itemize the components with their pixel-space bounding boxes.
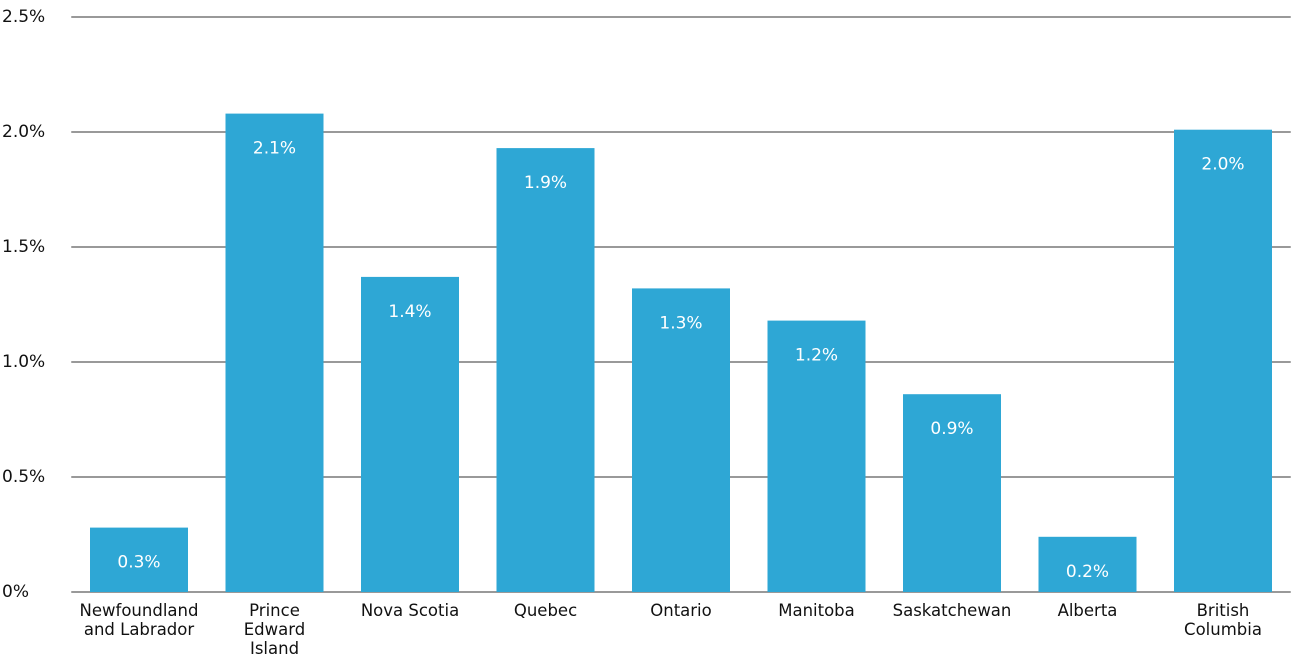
bar: [767, 320, 866, 592]
x-tick-label: British Columbia: [1184, 601, 1262, 639]
value-label: 1.9%: [524, 173, 567, 193]
x-tick-label: Ontario: [650, 601, 712, 620]
x-tick-label: Alberta: [1057, 601, 1118, 620]
y-tick-label: 1.0%: [2, 352, 45, 372]
value-label: 1.4%: [388, 302, 431, 322]
value-label: 0.2%: [1066, 562, 1109, 582]
bar: [903, 394, 1001, 592]
bar: [361, 276, 459, 592]
y-tick-label: 2.5%: [2, 7, 45, 27]
value-label: 2.1%: [253, 139, 296, 159]
bar: [632, 288, 730, 592]
value-label: 1.2%: [795, 346, 838, 366]
bar: [1038, 536, 1137, 592]
x-tick-label: Quebec: [513, 601, 578, 620]
x-tick-label: Newfoundland and Labrador: [79, 601, 199, 639]
value-label: 1.3%: [659, 313, 702, 333]
y-tick-label: 2.0%: [2, 122, 45, 142]
x-tick-label: Manitoba: [778, 601, 855, 620]
value-label: 2.0%: [1201, 155, 1244, 175]
bar: [1174, 129, 1272, 592]
value-label: 0.3%: [117, 553, 160, 573]
bar: [496, 148, 595, 592]
bar: [90, 527, 188, 592]
value-label: 0.9%: [930, 419, 973, 439]
x-tick-label: Nova Scotia: [360, 601, 460, 620]
y-tick-label: 1.5%: [2, 237, 45, 257]
x-tick-label: Prince Edward Island: [243, 601, 306, 658]
y-tick-label: 0%: [2, 582, 29, 602]
bar: [225, 113, 324, 592]
y-tick-label: 0.5%: [2, 467, 45, 487]
x-tick-label: Saskatchewan: [892, 601, 1012, 620]
